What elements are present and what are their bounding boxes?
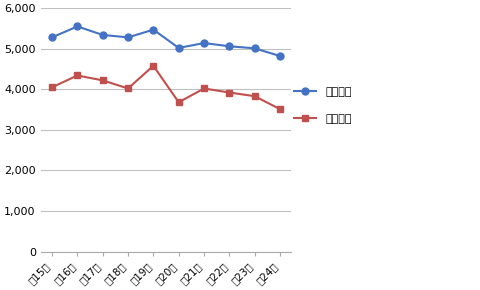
受験者数 xyxy=(49,36,55,39)
合格者数 xyxy=(176,101,181,104)
合格者数 xyxy=(150,64,156,68)
受験者数 xyxy=(176,46,181,50)
Legend: 受験者数, 合格者数: 受験者数, 合格者数 xyxy=(289,83,355,128)
受験者数 xyxy=(150,28,156,31)
受験者数 xyxy=(226,45,232,48)
受験者数 xyxy=(100,33,106,37)
合格者数 xyxy=(201,87,206,90)
合格者数 xyxy=(49,86,55,89)
受験者数 xyxy=(125,36,131,39)
合格者数 xyxy=(226,91,232,94)
合格者数 xyxy=(125,87,131,90)
受験者数 xyxy=(74,25,80,28)
受験者数 xyxy=(252,47,257,50)
合格者数 xyxy=(276,107,282,111)
合格者数 xyxy=(100,79,106,82)
受験者数 xyxy=(276,54,282,58)
Line: 合格者数: 合格者数 xyxy=(48,62,283,113)
合格者数 xyxy=(252,95,257,98)
合格者数 xyxy=(74,74,80,77)
Line: 受験者数: 受験者数 xyxy=(48,23,283,59)
受験者数 xyxy=(201,41,206,45)
